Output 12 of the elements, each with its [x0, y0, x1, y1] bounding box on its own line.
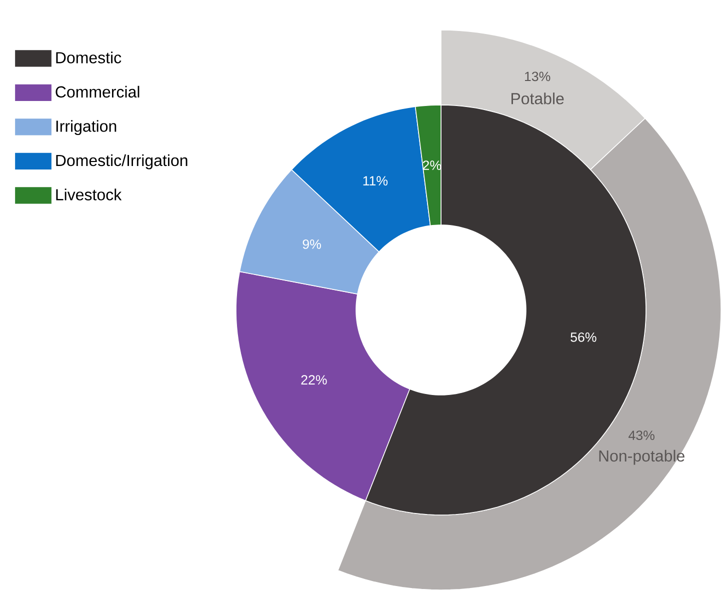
data-label: 56%	[570, 332, 596, 342]
slice-label: Potable	[512, 92, 564, 104]
legend-label: Commercial	[56, 86, 140, 98]
legend-label: Livestock	[56, 188, 122, 200]
data-label: 9%	[302, 239, 321, 249]
legend-label: Domestic	[56, 52, 122, 64]
data-label: 11%	[363, 176, 388, 186]
legend-label: Irrigation	[56, 120, 116, 136]
data-label: 43%	[628, 430, 654, 440]
data-label: 13%	[525, 72, 550, 82]
legend-label: Domestic/Irrigation	[56, 154, 188, 170]
data-label: 22%	[301, 375, 327, 385]
